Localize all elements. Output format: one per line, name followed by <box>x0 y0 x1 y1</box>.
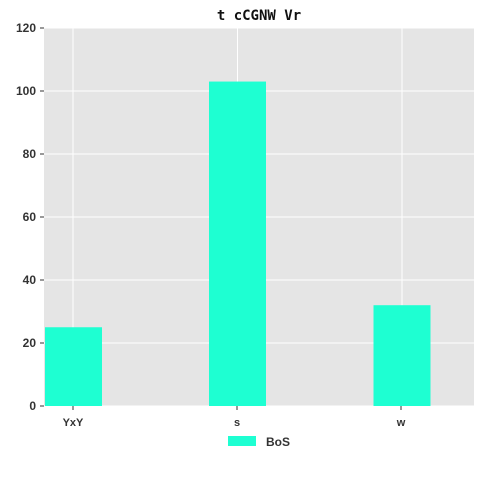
bar-s <box>209 81 266 407</box>
y-tick-label-5: 100 <box>16 84 36 98</box>
legend-label: BoS <box>266 435 290 449</box>
y-tick-label-3: 60 <box>23 210 37 224</box>
x-tick-label-0: YxY <box>63 417 84 429</box>
x-axis-ticks: YxY s w <box>63 406 406 429</box>
legend: BoS <box>228 435 290 449</box>
y-tick-label-4: 80 <box>23 147 37 161</box>
bar-YxY <box>45 327 102 406</box>
y-tick-label-1: 20 <box>23 336 37 350</box>
y-axis-ticks: 0 20 40 60 80 100 120 <box>16 21 44 413</box>
y-tick-label-0: 0 <box>29 399 36 413</box>
bars <box>45 81 431 407</box>
y-tick-label-2: 40 <box>23 273 37 287</box>
chart-title: t cCGNW Vr <box>217 8 301 24</box>
x-tick-label-1: s <box>234 417 240 429</box>
x-tick-label-2: w <box>396 417 406 429</box>
y-tick-label-6: 120 <box>16 21 36 35</box>
bar-w <box>373 305 431 406</box>
legend-swatch <box>228 436 256 446</box>
